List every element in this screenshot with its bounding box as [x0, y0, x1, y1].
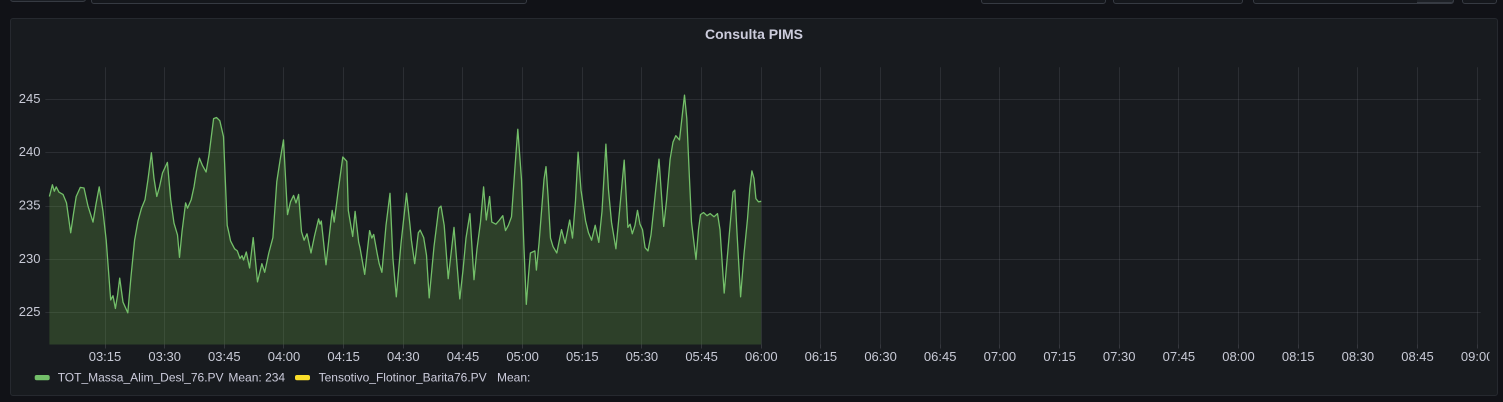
- svg-text:06:00: 06:00: [745, 349, 778, 364]
- svg-text:04:45: 04:45: [447, 349, 480, 364]
- svg-text:05:45: 05:45: [685, 349, 718, 364]
- svg-text:Tensotivo_Flotinor_Barita76.PV: Tensotivo_Flotinor_Barita76.PV: [319, 370, 487, 384]
- svg-text:05:30: 05:30: [626, 349, 659, 364]
- svg-text:03:30: 03:30: [148, 349, 181, 364]
- svg-text:08:30: 08:30: [1342, 349, 1375, 364]
- svg-text:07:45: 07:45: [1163, 349, 1196, 364]
- svg-text:08:45: 08:45: [1401, 349, 1434, 364]
- svg-text:04:15: 04:15: [327, 349, 360, 364]
- svg-text:06:15: 06:15: [805, 349, 838, 364]
- svg-text:03:15: 03:15: [89, 349, 122, 364]
- svg-text:05:15: 05:15: [566, 349, 599, 364]
- svg-text:245: 245: [19, 91, 41, 106]
- svg-text:06:45: 06:45: [924, 349, 957, 364]
- svg-text:05:00: 05:00: [506, 349, 539, 364]
- svg-text:08:15: 08:15: [1282, 349, 1315, 364]
- svg-text:07:15: 07:15: [1043, 349, 1076, 364]
- svg-text:07:30: 07:30: [1103, 349, 1136, 364]
- svg-text:04:30: 04:30: [387, 349, 420, 364]
- svg-text:Mean:: Mean:: [497, 370, 530, 384]
- svg-text:235: 235: [19, 198, 41, 213]
- svg-text:Mean: 234: Mean: 234: [228, 370, 285, 384]
- svg-text:TOT_Massa_Alim_Desl_76.PV: TOT_Massa_Alim_Desl_76.PV: [58, 370, 224, 384]
- svg-text:08:00: 08:00: [1222, 349, 1255, 364]
- svg-text:Consulta PIMS: Consulta PIMS: [705, 26, 803, 42]
- svg-text:230: 230: [19, 251, 41, 266]
- svg-text:04:00: 04:00: [268, 349, 301, 364]
- svg-text:07:00: 07:00: [984, 349, 1017, 364]
- svg-text:06:30: 06:30: [864, 349, 897, 364]
- svg-text:09:00: 09:00: [1461, 349, 1494, 364]
- svg-text:240: 240: [19, 144, 41, 159]
- svg-text:03:45: 03:45: [208, 349, 241, 364]
- svg-text:225: 225: [19, 304, 41, 319]
